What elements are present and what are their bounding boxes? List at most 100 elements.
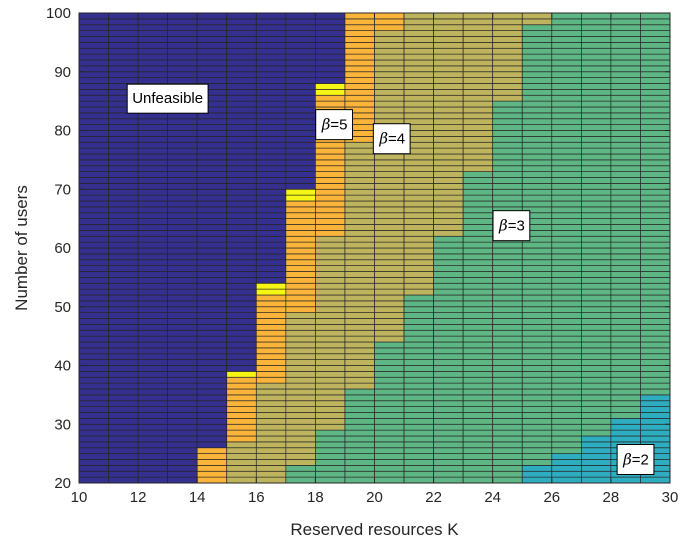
cell-unfeasible [285,65,316,73]
cell-beta4 [285,341,316,349]
cell-unfeasible [255,71,287,78]
cell-unfeasible [226,106,257,114]
cell-beta4 [344,271,375,278]
cell-unfeasible [137,65,169,73]
cell-beta3 [462,470,494,478]
cell-beta4 [492,47,523,55]
cell-beta3 [610,147,641,155]
cell-beta3 [580,18,612,26]
cell-beta3 [580,282,612,290]
cell-beta3 [521,165,553,172]
cell-beta4 [462,136,494,143]
cell-unfeasible [167,294,198,302]
cell-beta5 [285,271,316,278]
cell-beta3 [640,177,671,184]
cell-beta5 [315,188,346,196]
cell-unfeasible [255,36,287,43]
cell-beta4 [403,230,434,237]
cell-unfeasible [137,447,169,454]
cell-beta4 [315,400,346,407]
cell-unfeasible [137,277,169,284]
cell-beta3 [640,253,671,261]
cell-beta3 [521,435,553,443]
cell-unfeasible [285,100,316,108]
cell-unfeasible [167,147,198,155]
cell-unfeasible [78,353,109,360]
cell-beta3 [580,206,612,214]
cell-beta2 [551,453,582,460]
cell-beta4 [403,271,434,278]
cell-beta3 [403,459,434,466]
cell-beta3 [640,12,671,20]
cell-beta3 [492,353,523,360]
cell-beta4 [462,12,494,20]
cell-unfeasible [226,153,257,161]
cell-beta4 [462,118,494,125]
cell-beta4 [374,42,405,49]
cell-beta3 [551,388,582,396]
cell-beta3 [462,412,494,419]
cell-unfeasible [196,59,228,67]
cell-beta3 [521,147,553,155]
cell-beta4 [344,365,375,372]
cell-beta4 [374,218,405,225]
svg-text:β=2: β=2 [622,451,649,469]
cell-beta3 [610,65,641,73]
cell-beta3 [640,124,671,131]
cell-beta3 [551,371,582,378]
cell-unfeasible [78,206,109,214]
cell-beta4 [403,89,434,96]
cell-beta4 [255,470,287,478]
cell-beta4 [492,12,523,20]
cell-beta3 [492,429,523,437]
cell-beta3 [610,59,641,67]
cell-beta3 [462,183,494,190]
cell-unfeasible [196,112,228,120]
cell-beta3 [403,394,434,402]
cell-beta4 [226,476,257,484]
cell-unfeasible [255,265,287,272]
cell-beta4 [344,259,375,266]
cell-beta4 [492,53,523,61]
cell-beta4 [374,36,405,43]
cell-beta3 [374,459,405,466]
cell-unfeasible [167,476,198,484]
cell-beta4 [255,394,287,402]
cell-beta4 [462,47,494,55]
cell-unfeasible [108,441,139,449]
cell-unfeasible [196,71,228,78]
cell-beta3 [551,294,582,302]
cell-beta3 [374,382,405,390]
cell-unfeasible [196,288,228,296]
cell-beta5 [226,412,257,419]
cell-unfeasible [78,241,109,249]
cell-beta3 [551,277,582,284]
cell-beta4 [462,18,494,26]
cell-beta4 [433,112,464,120]
cell-unfeasible [226,324,257,331]
cell-beta3 [521,394,553,402]
cell-beta3 [462,400,494,407]
cell-unfeasible [285,106,316,114]
cell-beta3 [610,371,641,378]
cell-beta4 [403,153,434,161]
cell-unfeasible [78,177,109,184]
cell-beta3 [580,124,612,131]
cell-beta4 [462,83,494,90]
cell-unfeasible [78,324,109,331]
cell-beta3 [610,18,641,26]
cell-unfeasible [137,376,169,384]
cell-unfeasible [167,459,198,466]
cell-unfeasible [226,359,257,366]
cell-beta4 [403,53,434,61]
cell-beta3 [580,306,612,313]
cell-beta3 [344,470,375,478]
cell-beta3 [521,359,553,366]
cell-unfeasible [78,212,109,219]
cell-unfeasible [108,435,139,443]
cell-beta3 [580,106,612,114]
cell-beta2 [551,470,582,478]
cell-unfeasible [137,347,169,355]
cell-unfeasible [226,141,257,149]
cell-beta3 [433,235,464,243]
